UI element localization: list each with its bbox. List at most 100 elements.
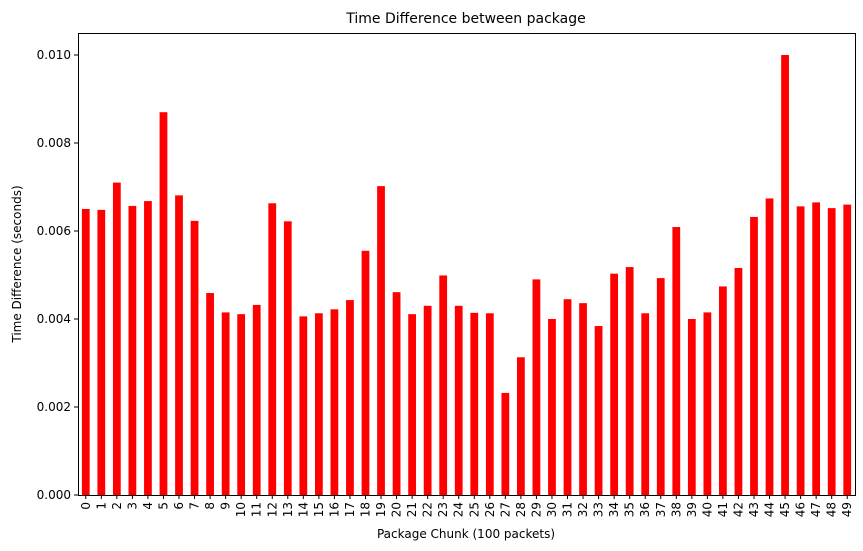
- bar-39: [687, 319, 696, 495]
- x-tick-label: 39: [685, 502, 699, 517]
- x-tick-label: 27: [498, 502, 512, 517]
- bar-10: [237, 314, 246, 495]
- x-tick-label: 32: [576, 502, 590, 517]
- x-tick-label: 43: [747, 502, 761, 517]
- bar-33: [594, 326, 603, 495]
- bar-45: [781, 55, 789, 495]
- bar-26: [485, 313, 494, 495]
- x-tick-label: 25: [467, 502, 481, 517]
- x-tick-label: 2: [110, 502, 124, 510]
- x-tick-label: 1: [94, 502, 108, 510]
- bar-44: [765, 198, 774, 495]
- x-tick-label: 13: [281, 502, 295, 517]
- bar-34: [610, 273, 619, 495]
- bar-7: [190, 220, 199, 495]
- x-tick-label: 4: [141, 502, 155, 510]
- bar-37: [656, 278, 665, 495]
- y-tick-label: 0.010: [37, 48, 71, 62]
- bar-46: [796, 206, 805, 496]
- bar-40: [703, 312, 712, 495]
- y-axis: 0.000 0.002 0.004 0.006 0.008 0.010: [37, 48, 78, 502]
- x-tick-label: 37: [654, 502, 668, 517]
- x-tick-label: 33: [592, 502, 606, 517]
- bar-49: [843, 204, 852, 495]
- bar-22: [423, 305, 432, 495]
- x-tick-label: 16: [327, 502, 341, 517]
- bar-8: [206, 293, 214, 495]
- bar-41: [719, 286, 727, 495]
- bar-3: [128, 205, 137, 496]
- bar-11: [252, 304, 261, 495]
- bar-17: [346, 300, 354, 495]
- bar-18: [361, 250, 370, 495]
- x-tick-label: 48: [825, 502, 839, 517]
- axes-frame: [78, 33, 856, 496]
- x-tick-label: 9: [219, 502, 233, 510]
- x-tick-label: 24: [452, 502, 466, 517]
- y-tick-label: 0.006: [37, 224, 71, 238]
- bar-27: [501, 392, 510, 495]
- x-tick-label: 11: [250, 502, 264, 517]
- x-axis-label: Package Chunk (100 packets): [377, 527, 555, 541]
- x-tick-label: 31: [561, 502, 575, 517]
- chart-title: Time Difference between package: [345, 11, 585, 27]
- x-tick-label: 30: [545, 502, 559, 517]
- bar-48: [827, 208, 836, 495]
- bar-9: [221, 312, 230, 495]
- bar-15: [314, 313, 323, 495]
- bar-5: [159, 112, 168, 495]
- x-tick-label: 28: [514, 502, 528, 517]
- x-tick-label: 6: [172, 502, 186, 510]
- bar-6: [175, 195, 183, 496]
- x-tick-label: 12: [265, 502, 279, 517]
- x-tick-label: 15: [312, 502, 326, 517]
- bar-20: [392, 292, 401, 495]
- bar-24: [454, 305, 463, 495]
- x-tick-label: 7: [188, 502, 202, 510]
- bar-25: [470, 312, 479, 495]
- x-tick-label: 20: [390, 502, 404, 517]
- bar-31: [563, 299, 572, 495]
- x-tick-label: 0: [79, 502, 93, 510]
- x-tick-label: 23: [436, 502, 450, 517]
- bar-16: [330, 309, 339, 495]
- x-tick-label: 29: [529, 502, 543, 517]
- y-tick-label: 0.004: [37, 312, 71, 326]
- bar-1: [97, 209, 106, 495]
- x-tick-label: 36: [638, 502, 652, 517]
- x-tick-label: 44: [763, 502, 777, 517]
- bar-14: [299, 316, 308, 495]
- bar-13: [283, 221, 292, 495]
- x-tick-label: 14: [296, 502, 310, 517]
- bar-35: [625, 267, 634, 495]
- x-tick-label: 45: [778, 502, 792, 517]
- bar-2: [112, 182, 121, 495]
- x-axis: 0 1 2 3 4 5 6 7 8 9 10 11 12 13 14 15 16 17 18 19 20 21 22 23 24…: [79, 495, 854, 517]
- x-tick-label: 21: [405, 502, 419, 517]
- bar-12: [268, 203, 277, 495]
- bar-28: [517, 357, 525, 495]
- y-tick-label: 0.008: [37, 136, 71, 150]
- bar-4: [144, 201, 152, 495]
- x-tick-label: 46: [794, 502, 808, 517]
- y-axis-label: Time Difference (seconds): [10, 185, 24, 343]
- x-tick-label: 34: [607, 502, 621, 517]
- bar-29: [532, 279, 541, 495]
- x-tick-label: 40: [700, 502, 714, 517]
- bars: [81, 55, 852, 496]
- bar-23: [439, 275, 448, 495]
- x-tick-label: 41: [716, 502, 730, 517]
- x-tick-label: 49: [840, 502, 854, 517]
- bar-36: [641, 313, 650, 495]
- x-tick-label: 19: [374, 502, 388, 517]
- x-tick-label: 17: [343, 502, 357, 517]
- x-tick-label: 18: [358, 502, 372, 517]
- bar-38: [672, 227, 681, 496]
- bar-21: [408, 314, 416, 495]
- bar-19: [377, 186, 385, 495]
- x-tick-label: 5: [156, 502, 170, 510]
- x-tick-label: 42: [731, 502, 745, 517]
- x-tick-label: 38: [669, 502, 683, 517]
- y-tick-label: 0.000: [37, 488, 71, 502]
